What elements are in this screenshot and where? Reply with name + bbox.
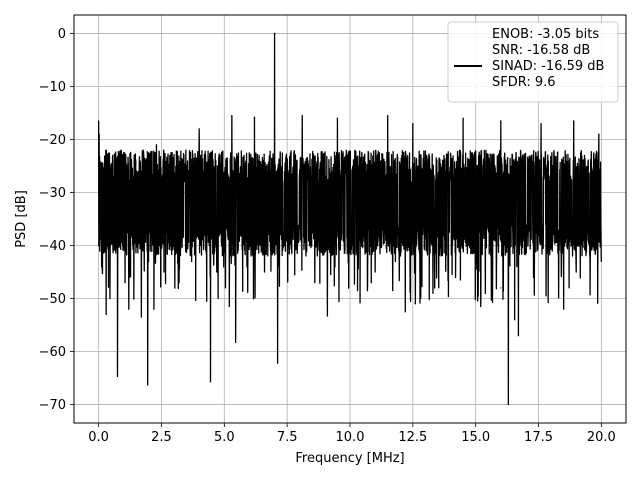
psd-data-point [98, 120, 100, 122]
y-axis-label: PSD [dB] [14, 190, 29, 248]
y-tick-label: −20 [39, 133, 66, 148]
psd-data-point [507, 403, 509, 406]
x-tick-label: 5.0 [214, 430, 235, 445]
psd-data-point [120, 149, 122, 151]
plot-area [97, 32, 603, 406]
psd-data-point [98, 133, 100, 135]
legend-entry-text: SFDR: 9.6 [492, 75, 556, 90]
x-tick-label: 10.0 [336, 430, 365, 445]
psd-data-point [294, 274, 296, 276]
legend-entry-text: SINAD: -16.59 dB [492, 59, 604, 74]
psd-data-point [246, 266, 248, 268]
psd-data-point [598, 133, 600, 135]
psd-data-point [540, 123, 542, 125]
psd-data-point [198, 128, 200, 130]
psd-data-point [462, 117, 464, 119]
x-tick-label: 0.0 [88, 430, 109, 445]
psd-data-point [575, 271, 577, 273]
legend-entry-text: ENOB: -3.05 bits [492, 27, 599, 42]
psd-data-point [334, 266, 336, 268]
psd-data-point [277, 362, 279, 364]
psd-data-point [301, 115, 303, 117]
x-tick-label: 12.5 [398, 430, 427, 445]
psd-data-point [387, 115, 389, 117]
psd-data-point [414, 303, 416, 305]
y-tick-label: −60 [39, 345, 66, 360]
psd-data-point [101, 266, 103, 268]
psd-data-point [228, 305, 230, 308]
psd-data-point [235, 341, 237, 344]
psd-data-point [191, 260, 193, 262]
axes: 0.0 2.5 5.0 7.5 10.0 12.5 15.0 17.5 20.0 0 −10 −20 −… [39, 14, 627, 445]
psd-peak-point [273, 32, 276, 35]
legend-entry-text: SNR: -16.58 dB [492, 43, 590, 58]
psd-data-point [374, 271, 376, 273]
psd-data-point [209, 381, 212, 383]
psd-data-point [480, 305, 482, 308]
y-tick-label: −50 [39, 292, 66, 307]
psd-data-point [178, 281, 180, 284]
x-axis-label: Frequency [MHz] [295, 451, 404, 466]
psd-data-point [116, 375, 119, 377]
x-tick-label: 20.0 [587, 430, 616, 445]
plot-frame [73, 14, 627, 424]
psd-data-point [336, 117, 339, 119]
psd-data-point [589, 294, 591, 296]
psd-data-point [514, 319, 516, 321]
psd-data-point [99, 234, 101, 236]
psd-data-point [216, 271, 218, 273]
psd-data-point [573, 120, 575, 122]
psd-series-line [97, 32, 603, 406]
psd-data-point [500, 120, 502, 122]
psd-data-point [206, 300, 208, 302]
psd-data-point [404, 311, 406, 313]
psd-data-point [412, 123, 414, 125]
psd-data-point [124, 281, 126, 284]
y-tick-label: −70 [39, 398, 66, 413]
psd-data-point [545, 295, 547, 297]
psd-data-point [432, 292, 434, 294]
psd-data-point [128, 308, 130, 310]
psd-data-point [105, 313, 107, 315]
psd-data-point [517, 334, 520, 337]
psd-data-point [500, 287, 502, 289]
psd-data-point [253, 116, 256, 118]
y-tick-label: 0 [58, 27, 66, 42]
psd-data-point [163, 271, 165, 273]
psd-data-point [147, 384, 149, 386]
psd-data-point [359, 302, 361, 304]
psd-data-point [532, 276, 535, 278]
psd-data-point [600, 260, 602, 262]
legend-box [447, 21, 619, 103]
psd-data-point [392, 289, 394, 292]
psd-data-point [231, 115, 233, 117]
x-tick-label: 2.5 [151, 430, 172, 445]
y-tick-label: −10 [39, 80, 66, 95]
psd-data-point [109, 297, 111, 300]
y-tick-label: −40 [39, 239, 66, 254]
psd-data-point [326, 315, 328, 317]
psd-data-point [140, 316, 142, 318]
psd-data-point [563, 308, 565, 310]
psd-data-point [314, 281, 316, 284]
x-tick-label: 17.5 [524, 430, 553, 445]
psd-data-point [263, 271, 266, 273]
x-tick-label: 15.0 [461, 430, 490, 445]
y-tick-label: −30 [39, 186, 66, 201]
psd-data-point [454, 276, 457, 278]
x-tick-label: 7.5 [277, 430, 298, 445]
psd-data-point [153, 308, 155, 310]
psd-data-point [155, 144, 158, 146]
